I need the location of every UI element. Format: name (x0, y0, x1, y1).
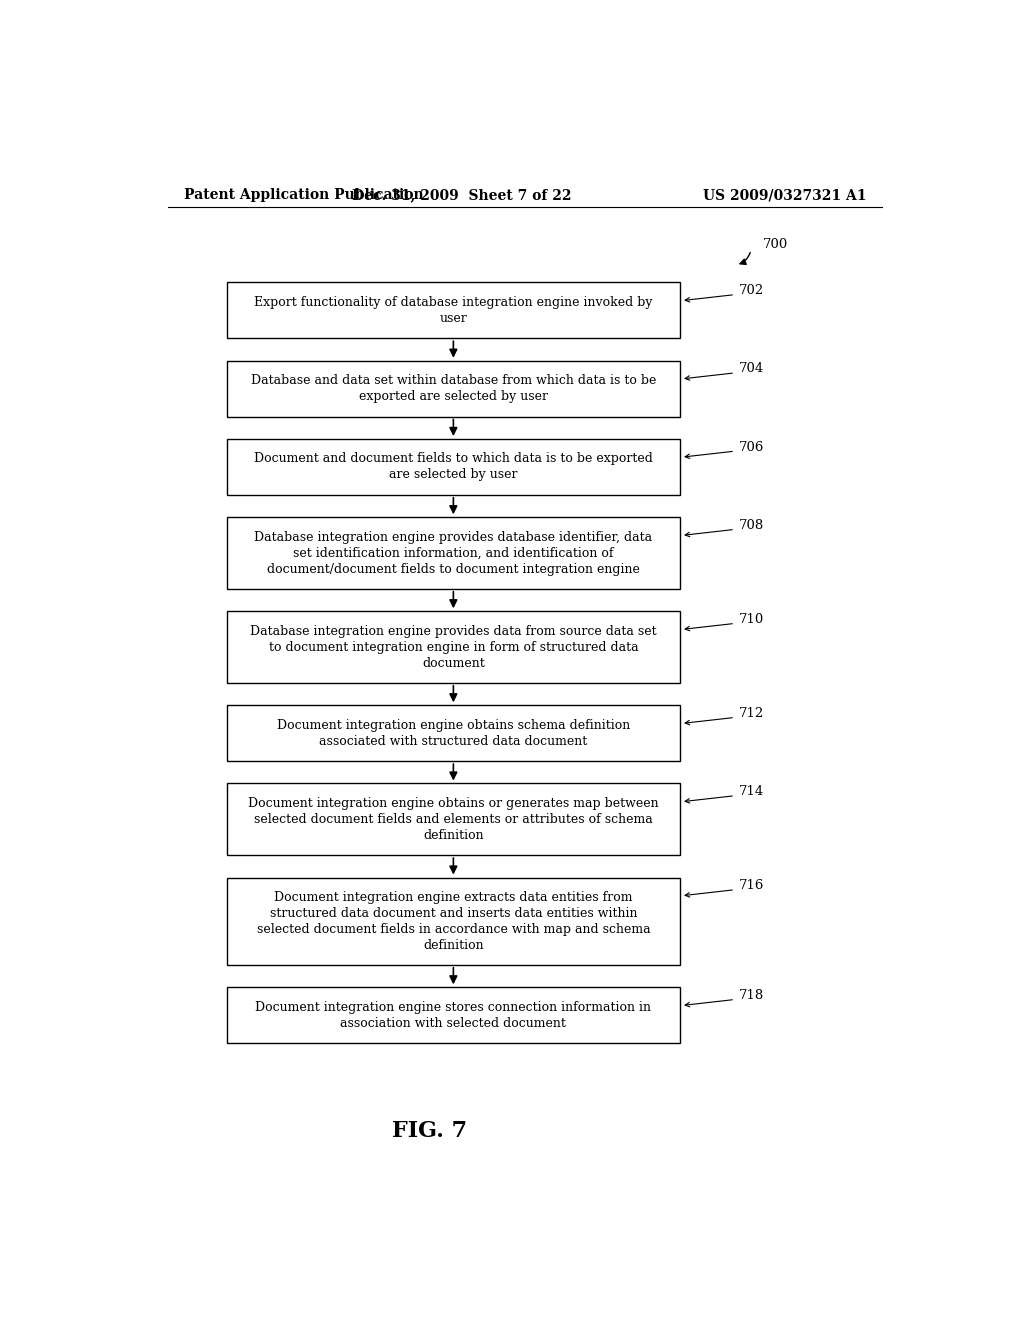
Bar (227, 360, 680, 417)
Text: Document integration engine obtains schema definition
associated with structured: Document integration engine obtains sche… (276, 718, 630, 747)
Text: Database integration engine provides database identifier, data
set identificatio: Database integration engine provides dat… (254, 531, 652, 576)
Bar (227, 282, 680, 338)
Text: 718: 718 (739, 989, 764, 1002)
Text: 702: 702 (739, 284, 764, 297)
Text: Document integration engine stores connection information in
association with se: Document integration engine stores conne… (255, 1001, 651, 1030)
Text: Document and document fields to which data is to be exported
are selected by use: Document and document fields to which da… (254, 453, 653, 482)
Bar (227, 705, 680, 762)
Text: Export functionality of database integration engine invoked by
user: Export functionality of database integra… (254, 296, 652, 325)
Text: Document integration engine extracts data entities from
structured data document: Document integration engine extracts dat… (257, 891, 650, 952)
Text: 706: 706 (739, 441, 765, 454)
Bar (227, 987, 680, 1043)
Text: 708: 708 (739, 519, 764, 532)
Text: US 2009/0327321 A1: US 2009/0327321 A1 (702, 189, 866, 202)
Text: Patent Application Publication: Patent Application Publication (183, 189, 423, 202)
Bar (227, 878, 680, 965)
Bar (227, 440, 680, 495)
Bar (227, 784, 680, 855)
Text: 714: 714 (739, 785, 764, 799)
Bar (227, 611, 680, 682)
Text: Database integration engine provides data from source data set
to document integ: Database integration engine provides dat… (250, 624, 656, 669)
Text: FIG. 7: FIG. 7 (392, 1121, 467, 1142)
Text: 716: 716 (739, 879, 765, 892)
Text: Dec. 31, 2009  Sheet 7 of 22: Dec. 31, 2009 Sheet 7 of 22 (351, 189, 571, 202)
Text: 704: 704 (739, 362, 764, 375)
Text: 710: 710 (739, 612, 764, 626)
Bar (227, 517, 680, 589)
Text: 700: 700 (763, 239, 788, 251)
Text: Database and data set within database from which data is to be
exported are sele: Database and data set within database fr… (251, 374, 656, 403)
Text: Document integration engine obtains or generates map between
selected document f: Document integration engine obtains or g… (248, 797, 658, 842)
Text: 712: 712 (739, 706, 764, 719)
